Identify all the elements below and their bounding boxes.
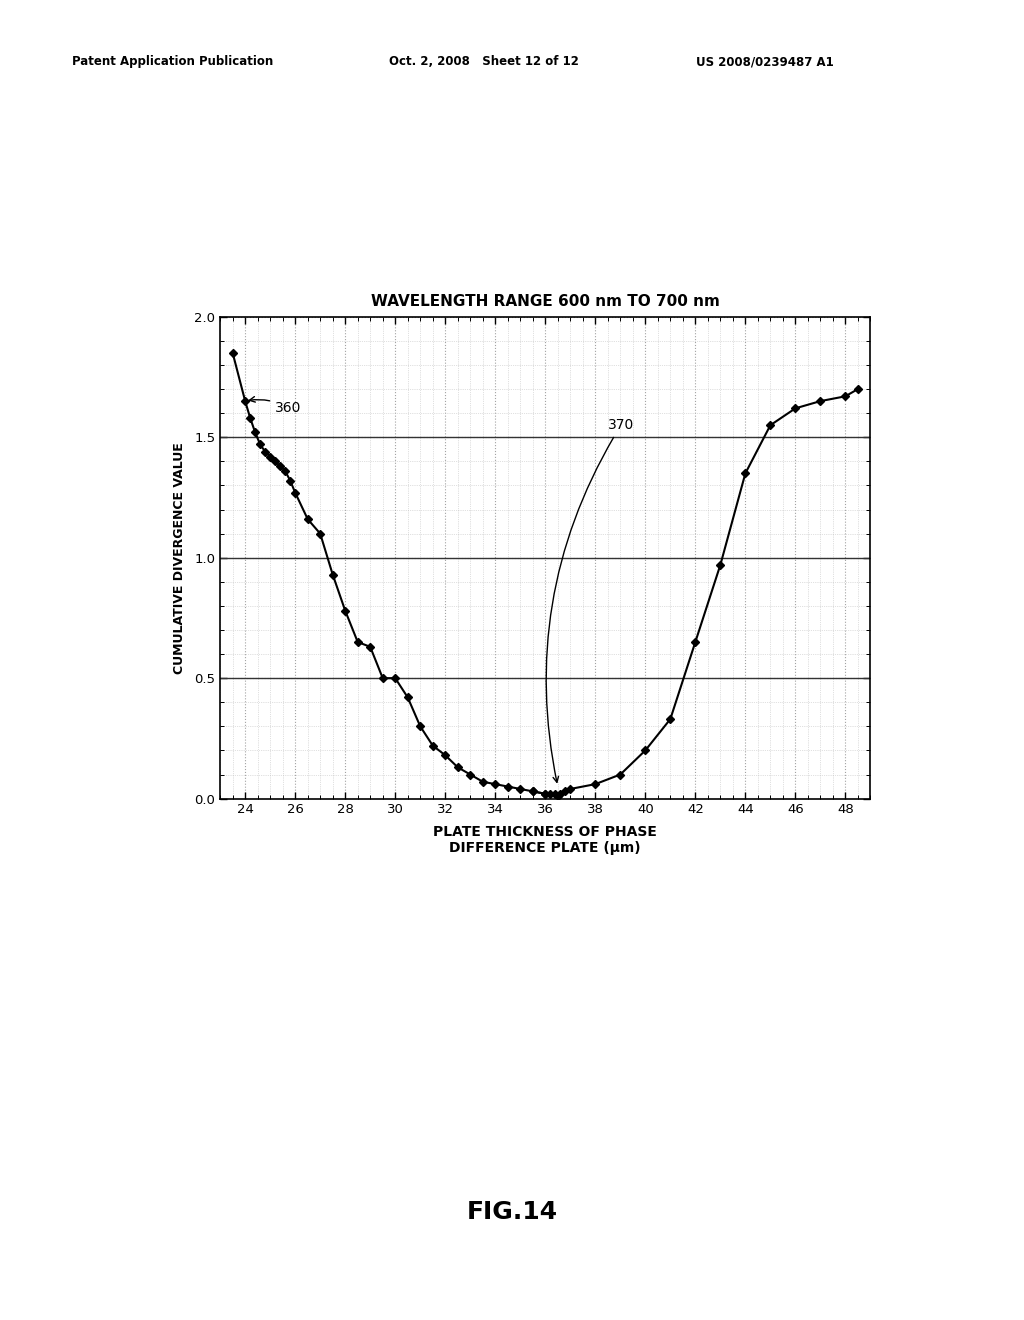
Text: FIG.14: FIG.14 bbox=[467, 1200, 557, 1224]
Y-axis label: CUMULATIVE DIVERGENCE VALUE: CUMULATIVE DIVERGENCE VALUE bbox=[173, 442, 185, 673]
Title: WAVELENGTH RANGE 600 nm TO 700 nm: WAVELENGTH RANGE 600 nm TO 700 nm bbox=[371, 293, 720, 309]
X-axis label: PLATE THICKNESS OF PHASE
DIFFERENCE PLATE (μm): PLATE THICKNESS OF PHASE DIFFERENCE PLAT… bbox=[433, 825, 657, 855]
Text: 370: 370 bbox=[546, 418, 634, 783]
Text: Oct. 2, 2008   Sheet 12 of 12: Oct. 2, 2008 Sheet 12 of 12 bbox=[389, 55, 579, 69]
Text: 360: 360 bbox=[250, 396, 301, 416]
Text: Patent Application Publication: Patent Application Publication bbox=[72, 55, 273, 69]
Text: US 2008/0239487 A1: US 2008/0239487 A1 bbox=[696, 55, 835, 69]
